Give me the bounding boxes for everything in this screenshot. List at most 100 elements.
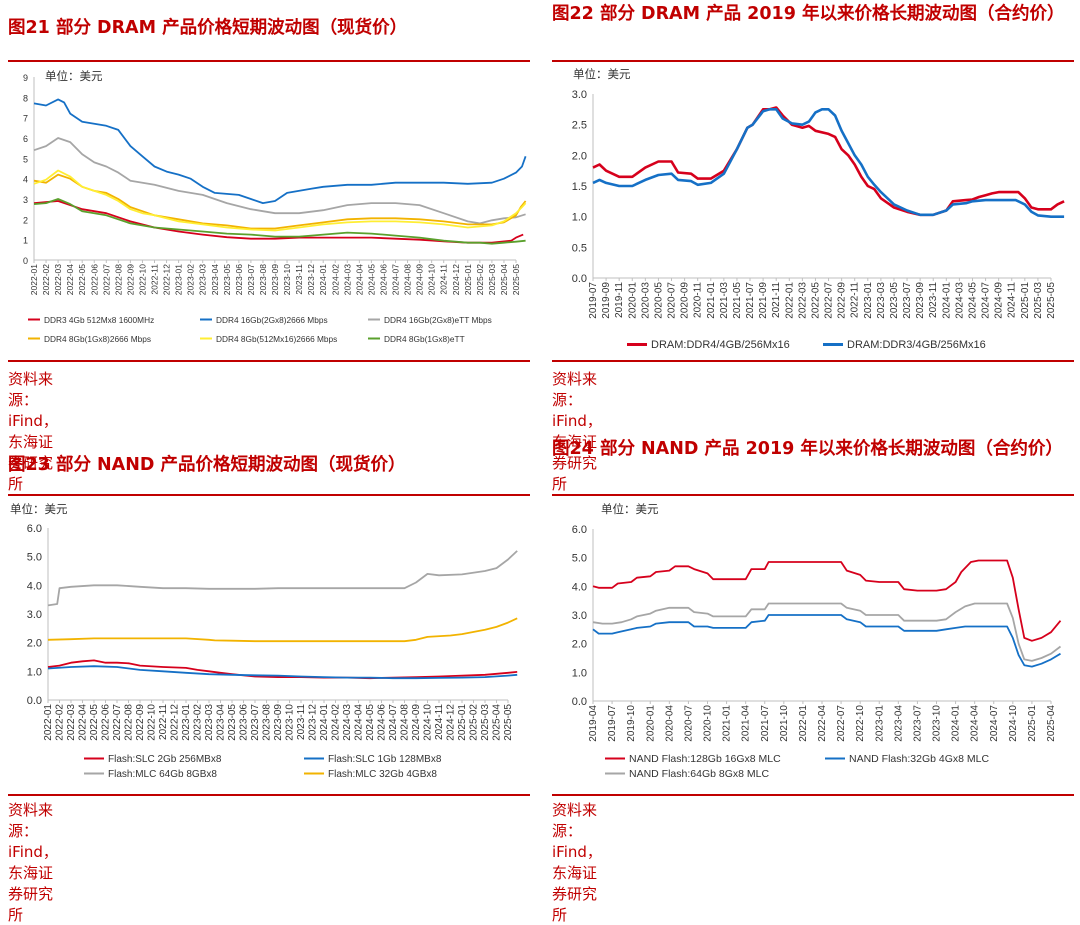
y-tick-label: 6.0 — [27, 523, 42, 535]
title-rule — [552, 60, 1074, 62]
x-tick-label: 2022-03 — [797, 282, 808, 319]
series-line-2 — [592, 614, 1061, 668]
legend-label: DDR4 8Gb(512Mx16)2666 Mbps — [216, 334, 337, 344]
y-tick-label: 8 — [23, 93, 28, 103]
legend-label: NAND Flash:128Gb 16Gx8 MLC — [629, 753, 781, 765]
x-tick-label: 2024-09 — [411, 704, 422, 741]
legend-label: DRAM:DDR3/4GB/256Mx16 — [847, 339, 986, 351]
x-tick-label: 2023-10 — [285, 704, 296, 741]
x-tick-label: 2022-01 — [43, 704, 54, 741]
y-tick-label: 0.5 — [572, 242, 587, 254]
x-tick-label: 2023-01 — [174, 264, 184, 295]
x-tick-label: 2022-07 — [824, 282, 835, 319]
legend-label: NAND Flash:32Gb 4Gx8 MLC — [849, 753, 989, 765]
x-tick-label: 2022-04 — [65, 264, 75, 295]
x-tick-label: 2020-11 — [693, 282, 704, 318]
x-tick-label: 2021-03 — [719, 282, 730, 319]
x-tick-label: 2023-07 — [912, 705, 923, 742]
series-line-1 — [592, 559, 1062, 642]
x-tick-label: 2023-05 — [889, 282, 900, 319]
x-tick-label: 2022-03 — [66, 704, 77, 741]
series-line-3 — [33, 137, 526, 225]
y-tick-label: 3 — [23, 195, 28, 205]
x-tick-label: 2020-01 — [645, 705, 656, 742]
x-tick-label: 2023-03 — [198, 264, 208, 295]
legend-label: DDR3 4Gb 512Mx8 1600MHz — [44, 315, 154, 325]
source-note: 资料来源：iFind，东海证券研究所 — [8, 801, 58, 924]
legend-label: DDR4 8Gb(1Gx8)2666 Mbps — [44, 334, 151, 344]
x-tick-label: 2022-01 — [798, 705, 809, 742]
y-tick-label: 2 — [23, 215, 28, 225]
y-tick-label: 5.0 — [572, 553, 587, 565]
title-rule — [552, 494, 1074, 496]
x-tick-label: 2025-05 — [511, 264, 521, 295]
x-tick-label: 2019-10 — [626, 705, 637, 742]
x-tick-label: 2019-11 — [614, 282, 625, 318]
x-tick-label: 2025-04 — [1046, 705, 1057, 742]
x-tick-label: 2022-07 — [836, 705, 847, 742]
x-tick-label: 2023-08 — [262, 704, 273, 741]
x-tick-label: 2023-01 — [874, 705, 885, 742]
y-tick-label: 2.5 — [572, 120, 587, 132]
x-tick-label: 2022-04 — [78, 704, 89, 741]
x-tick-label: 2022-02 — [55, 704, 66, 741]
x-tick-label: 2023-11 — [294, 264, 304, 295]
x-tick-label: 2022-10 — [147, 704, 158, 741]
x-tick-label: 2024-03 — [342, 704, 353, 741]
source-rule — [552, 360, 1074, 362]
x-tick-label: 2022-05 — [77, 264, 87, 295]
chart-title: 图21 部分 DRAM 产品价格短期波动图（现货价） — [8, 18, 408, 38]
x-tick-label: 2020-04 — [664, 705, 675, 742]
x-tick-label: 2022-08 — [113, 264, 123, 295]
source-note: 资料来源：iFind，东海证券研究所 — [552, 370, 602, 493]
x-tick-label: 2024-08 — [400, 704, 411, 741]
x-tick-label: 2023-05 — [222, 264, 232, 295]
x-tick-label: 2024-11 — [1007, 282, 1018, 318]
y-tick-label: 3.0 — [572, 89, 587, 101]
x-tick-label: 2024-05 — [365, 704, 376, 741]
x-tick-label: 2023-01 — [181, 704, 192, 741]
x-tick-label: 2023-02 — [193, 704, 204, 741]
x-tick-label: 2023-04 — [893, 705, 904, 742]
legend-label: DRAM:DDR4/4GB/256Mx16 — [651, 339, 790, 351]
x-tick-label: 2023-12 — [306, 264, 316, 295]
x-tick-label: 2023-07 — [246, 264, 256, 295]
x-tick-label: 2024-03 — [342, 264, 352, 295]
y-tick-label: 4.0 — [27, 580, 42, 592]
y-tick-label: 6 — [23, 134, 28, 144]
series-line-3 — [592, 602, 1062, 662]
x-tick-label: 2025-02 — [469, 704, 480, 741]
chart-title: 图22 部分 DRAM 产品 2019 年以来价格长期波动图（合约价） — [552, 4, 1065, 24]
x-tick-label: 2022-09 — [135, 704, 146, 741]
x-tick-label: 2023-03 — [204, 704, 215, 741]
x-tick-label: 2019-07 — [588, 282, 599, 319]
x-tick-label: 2021-04 — [741, 705, 752, 742]
series-line-1 — [592, 106, 1065, 217]
x-tick-label: 2023-09 — [270, 264, 280, 295]
x-tick-label: 2023-11 — [296, 704, 307, 740]
y-tick-label: 1.0 — [27, 666, 42, 678]
chart-title: 图24 部分 NAND 产品 2019 年以来价格长期波动图（合约价） — [552, 439, 1063, 459]
x-tick-label: 2022-01 — [784, 282, 795, 319]
x-tick-label: 2022-12 — [162, 264, 172, 295]
x-tick-label: 2024-11 — [439, 264, 449, 295]
x-tick-label: 2025-01 — [463, 264, 473, 295]
x-tick-label: 2022-04 — [817, 705, 828, 742]
x-tick-label: 2023-05 — [227, 704, 238, 741]
series-line-4 — [47, 617, 518, 643]
x-tick-label: 2024-03 — [954, 282, 965, 319]
x-tick-label: 2025-03 — [1033, 282, 1044, 319]
x-tick-label: 2024-07 — [989, 705, 1000, 742]
x-tick-label: 2022-03 — [53, 264, 63, 295]
x-tick-label: 2024-05 — [366, 264, 376, 295]
x-tick-label: 2022-07 — [112, 704, 123, 741]
y-tick-label: 1.0 — [572, 667, 587, 679]
x-tick-label: 2019-09 — [601, 282, 612, 319]
title-rule — [8, 60, 530, 62]
x-tick-label: 2020-01 — [627, 282, 638, 319]
x-tick-label: 2023-10 — [932, 705, 943, 742]
unit-label: 单位：美元 — [601, 502, 659, 516]
x-tick-label: 2022-10 — [855, 705, 866, 742]
legend-label: NAND Flash:64Gb 8Gx8 MLC — [629, 768, 769, 780]
